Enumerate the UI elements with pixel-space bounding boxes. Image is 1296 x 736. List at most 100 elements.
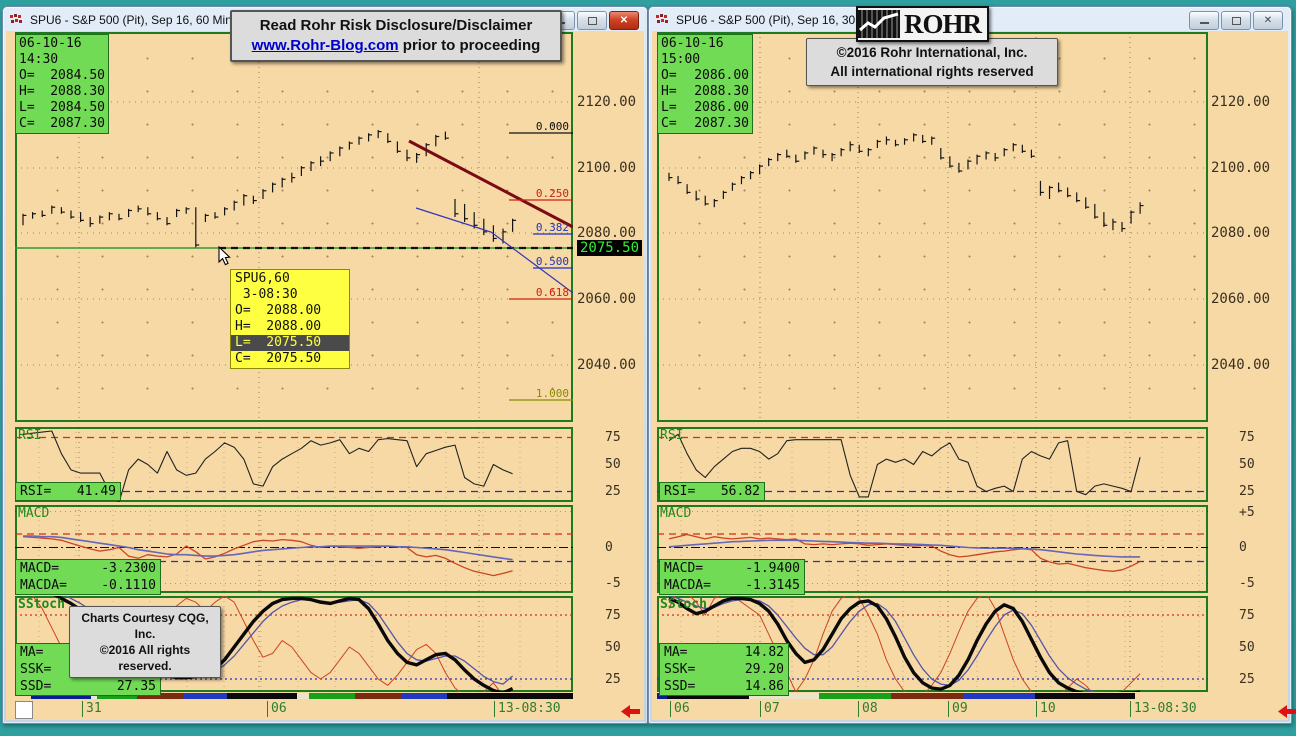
disclaimer-line2: prior to proceeding bbox=[398, 37, 541, 54]
session-strip-segment bbox=[355, 693, 401, 699]
chart-window-30min[interactable]: SPU6 - S&P 500 (Pit), Sep 16, 30 Min ✕ 0… bbox=[648, 6, 1296, 724]
app-icon bbox=[10, 13, 22, 23]
rohr-logo: ROHR bbox=[856, 6, 989, 42]
price-axis-label: 2120.00 bbox=[577, 94, 637, 110]
session-strip-segment bbox=[309, 693, 355, 699]
time-axis-label: 09 bbox=[948, 701, 968, 717]
chart-window-60min[interactable]: SPU6 - S&P 500 (Pit), Sep 16, 60 Min ✕ 0… bbox=[2, 6, 648, 724]
macd-value-box: MACD= -1.9400 MACDA= -1.3145 bbox=[659, 559, 805, 595]
close-button[interactable]: ✕ bbox=[1253, 11, 1283, 30]
minimize-button[interactable] bbox=[1189, 11, 1219, 30]
session-strip-segment bbox=[447, 693, 573, 699]
scroll-box[interactable] bbox=[15, 701, 33, 719]
rohr-logo-text: ROHR bbox=[904, 9, 982, 39]
price-axis-label: 2040.00 bbox=[577, 357, 637, 373]
session-strip-segment bbox=[667, 693, 749, 699]
price-axis-label: 2100.00 bbox=[577, 160, 637, 176]
session-strip bbox=[31, 693, 573, 699]
session-strip bbox=[657, 693, 1208, 699]
rsi-value-box: RSI= 56.82 bbox=[659, 482, 765, 501]
restore-button[interactable] bbox=[1221, 11, 1251, 30]
session-strip-segment bbox=[137, 693, 183, 699]
session-strip-segment bbox=[31, 693, 91, 699]
fib-level-label: 1.000 bbox=[535, 387, 569, 400]
price-axis-label: 2040.00 bbox=[1211, 357, 1271, 373]
rohr-blog-link[interactable]: www.Rohr-Blog.com bbox=[251, 37, 399, 54]
rsi-axis-label: 75 bbox=[1239, 430, 1255, 445]
info-time: 15:00 bbox=[661, 52, 701, 67]
close-icon: ✕ bbox=[619, 15, 629, 26]
session-strip-segment bbox=[891, 693, 963, 699]
session-strip-segment bbox=[297, 693, 309, 699]
rohr-logo-chart-icon bbox=[858, 10, 900, 38]
time-axis-label: 07 bbox=[760, 701, 780, 717]
macd-panel[interactable] bbox=[657, 505, 1208, 593]
restore-button[interactable] bbox=[577, 11, 607, 30]
info-date: 06-10-16 bbox=[19, 36, 82, 51]
session-strip-segment bbox=[1035, 693, 1135, 699]
copyright-banner: ©2016 Rohr International, Inc. All inter… bbox=[806, 38, 1058, 86]
sstoch-axis-label: 75 bbox=[605, 608, 621, 623]
window-title: SPU6 - S&P 500 (Pit), Sep 16, 30 Min bbox=[676, 12, 878, 27]
sstoch-value-box: MA= 14.82 SSK= 29.20 SSD= 14.86 bbox=[659, 643, 789, 696]
info-time: 14:30 bbox=[19, 52, 59, 67]
price-axis-label: 2080.00 bbox=[577, 225, 637, 241]
rsi-label: RSI bbox=[660, 428, 684, 443]
macd-axis-label: -5 bbox=[605, 576, 621, 591]
rsi-axis-label: 25 bbox=[605, 484, 621, 499]
disclaimer-line1: Read Rohr Risk Disclosure/Disclaimer bbox=[259, 17, 533, 34]
price-axis-label: 2100.00 bbox=[1211, 160, 1271, 176]
title-bar[interactable]: SPU6 - S&P 500 (Pit), Sep 16, 30 Min ✕ bbox=[651, 8, 1289, 31]
sstoch-axis-label: 25 bbox=[1239, 672, 1255, 687]
title-bar[interactable]: SPU6 - S&P 500 (Pit), Sep 16, 60 Min ✕ bbox=[5, 8, 645, 31]
time-axis-label: 08 bbox=[858, 701, 878, 717]
price-axis-label: 2080.00 bbox=[1211, 225, 1271, 241]
session-strip-segment bbox=[183, 693, 227, 699]
fib-level-label: 0.500 bbox=[535, 255, 569, 268]
time-axis-label: 31 bbox=[82, 701, 102, 717]
macd-axis-label: 0 bbox=[605, 540, 613, 555]
scroll-right-arrow-icon[interactable] bbox=[621, 705, 641, 718]
macd-panel[interactable] bbox=[15, 505, 573, 593]
ohlc-info-box: 06-10-16 15:00 O= 2086.00 H= 2088.30 L= 2086.00… bbox=[657, 34, 753, 134]
close-icon: ✕ bbox=[1263, 15, 1273, 26]
fib-level-label: 0.618 bbox=[535, 286, 569, 299]
sstoch-label: SStoch bbox=[18, 597, 65, 612]
rsi-axis-label: 25 bbox=[1239, 484, 1255, 499]
window-title: SPU6 - S&P 500 (Pit), Sep 16, 60 Min bbox=[30, 12, 232, 27]
price-axis-label: 2120.00 bbox=[1211, 94, 1271, 110]
ohlc-info-box: 06-10-16 14:30 O= 2084.50 H= 2088.30 L= 2084.50… bbox=[15, 34, 109, 134]
session-strip-segment bbox=[963, 693, 1035, 699]
app-icon bbox=[656, 13, 668, 23]
last-price-badge: 2075.50 bbox=[577, 240, 643, 256]
sstoch-axis-label: 75 bbox=[1239, 608, 1255, 623]
price-axis-label: 2060.00 bbox=[577, 291, 637, 307]
session-strip-segment bbox=[657, 693, 667, 699]
restore-icon bbox=[587, 16, 597, 25]
time-axis-label: 06 bbox=[267, 701, 287, 717]
time-axis-label: 10 bbox=[1036, 701, 1056, 717]
rsi-value-box: RSI= 41.49 bbox=[15, 482, 121, 501]
fib-level-label: 0.250 bbox=[535, 187, 569, 200]
scroll-right-arrow-icon[interactable] bbox=[1278, 705, 1296, 718]
rsi-axis-label: 50 bbox=[1239, 457, 1255, 472]
sstoch-axis-label: 25 bbox=[605, 672, 621, 687]
session-strip-segment bbox=[91, 693, 97, 699]
rsi-axis-label: 50 bbox=[605, 457, 621, 472]
info-date: 06-10-16 bbox=[661, 36, 724, 51]
rsi-panel[interactable] bbox=[657, 427, 1208, 502]
session-strip-segment bbox=[749, 693, 819, 699]
sstoch-axis-label: 50 bbox=[605, 640, 621, 655]
close-button[interactable]: ✕ bbox=[609, 11, 639, 30]
bar-tooltip: SPU6,60 3-08:30 O= 2088.00 H= 2088.00 L= 20… bbox=[230, 269, 350, 369]
macd-value-box: MACD= -3.2300 MACDA= -0.1110 bbox=[15, 559, 161, 595]
macd-axis-label: +5 bbox=[1239, 505, 1255, 520]
session-strip-segment bbox=[819, 693, 891, 699]
rsi-label: RSI bbox=[18, 428, 42, 443]
fib-level-label: 0.382 bbox=[535, 221, 569, 234]
fib-level-label: 0.000 bbox=[535, 120, 569, 133]
session-strip-segment bbox=[401, 693, 447, 699]
macd-label: MACD bbox=[18, 506, 50, 521]
cqg-credit-box: Charts Courtesy CQG, Inc. ©2016 All right… bbox=[69, 606, 221, 678]
